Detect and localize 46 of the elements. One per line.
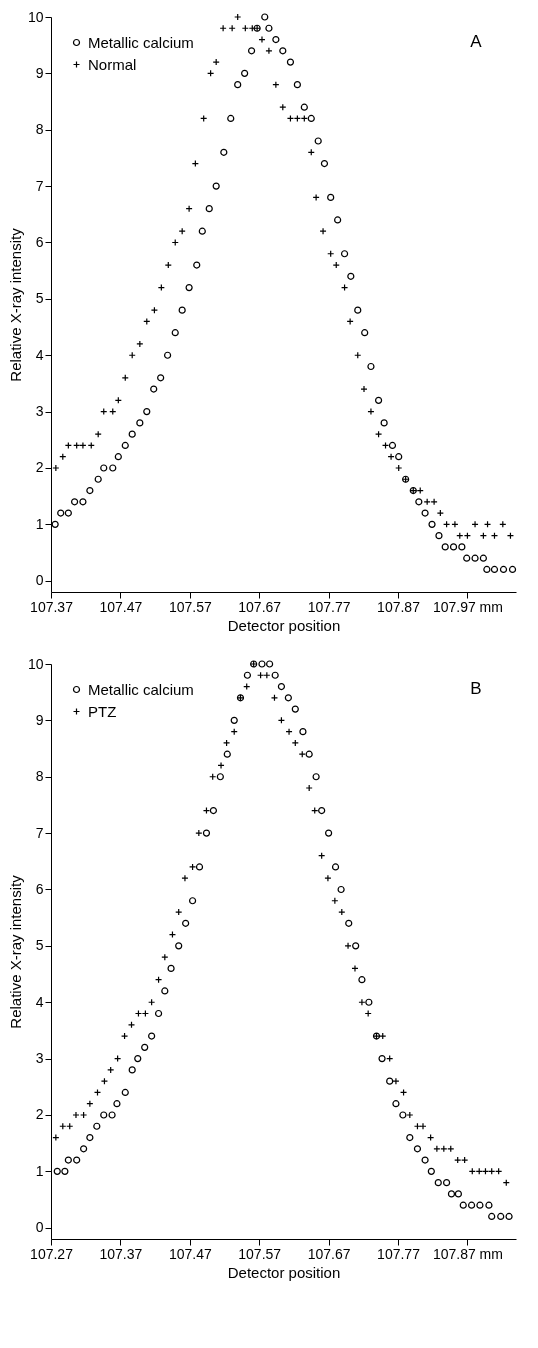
y-tick-label: 6 bbox=[35, 880, 44, 897]
x-tick-label: 107.27 bbox=[30, 1245, 74, 1262]
legend-label: Metallic calcium bbox=[88, 680, 194, 698]
y-tick-label: 8 bbox=[35, 768, 44, 785]
y-tick-label: 5 bbox=[35, 290, 44, 307]
y-tick-label: 4 bbox=[35, 346, 44, 363]
x-tick-label: 107.87 mm bbox=[432, 1245, 503, 1262]
y-tick-label: 6 bbox=[35, 233, 44, 250]
x-tick-label: 107.67 bbox=[238, 598, 282, 615]
x-tick-label: 107.67 bbox=[307, 1245, 351, 1262]
y-tick-label: 1 bbox=[35, 515, 44, 532]
x-tick-label: 107.37 bbox=[30, 598, 74, 615]
y-tick-label: 0 bbox=[35, 1219, 44, 1236]
y-tick-label: 9 bbox=[35, 64, 44, 81]
y-tick-label: 5 bbox=[35, 937, 44, 954]
y-tick-label: 10 bbox=[27, 655, 44, 672]
legend-label: Metallic calcium bbox=[88, 33, 194, 51]
y-tick-label: 3 bbox=[35, 1050, 44, 1067]
y-tick-label: 7 bbox=[35, 177, 44, 194]
y-tick-label: 3 bbox=[35, 403, 44, 420]
legend-label: Normal bbox=[88, 55, 137, 73]
y-tick-label: 0 bbox=[35, 572, 44, 589]
y-tick-label: 7 bbox=[35, 824, 44, 841]
annotation: B bbox=[470, 679, 482, 698]
x-tick-label: 107.77 bbox=[307, 598, 351, 615]
x-tick-label: 107.77 bbox=[377, 1245, 421, 1262]
x-axis-title: Detector position bbox=[227, 616, 341, 634]
x-tick-label: 107.87 bbox=[377, 598, 421, 615]
x-tick-label: 107.57 bbox=[168, 598, 212, 615]
y-tick-label: 8 bbox=[35, 121, 44, 138]
x-axis-title: Detector position bbox=[227, 1263, 341, 1281]
y-tick-label: 2 bbox=[35, 1106, 44, 1123]
x-tick-label: 107.47 bbox=[168, 1245, 212, 1262]
y-tick-label: 2 bbox=[35, 459, 44, 476]
x-tick-label: 107.97 mm bbox=[432, 598, 503, 615]
x-tick-label: 107.57 bbox=[238, 1245, 282, 1262]
y-tick-label: 9 bbox=[35, 711, 44, 728]
y-tick-label: 1 bbox=[35, 1162, 44, 1179]
y-axis-title: Relative X-ray intensity bbox=[6, 874, 24, 1029]
x-tick-label: 107.37 bbox=[99, 1245, 143, 1262]
y-tick-label: 4 bbox=[35, 993, 44, 1010]
x-tick-label: 107.47 bbox=[99, 598, 143, 615]
y-axis-title: Relative X-ray intensity bbox=[6, 227, 24, 382]
annotation: A bbox=[470, 32, 483, 51]
y-tick-label: 10 bbox=[27, 8, 44, 25]
legend-label: PTZ bbox=[88, 702, 117, 720]
